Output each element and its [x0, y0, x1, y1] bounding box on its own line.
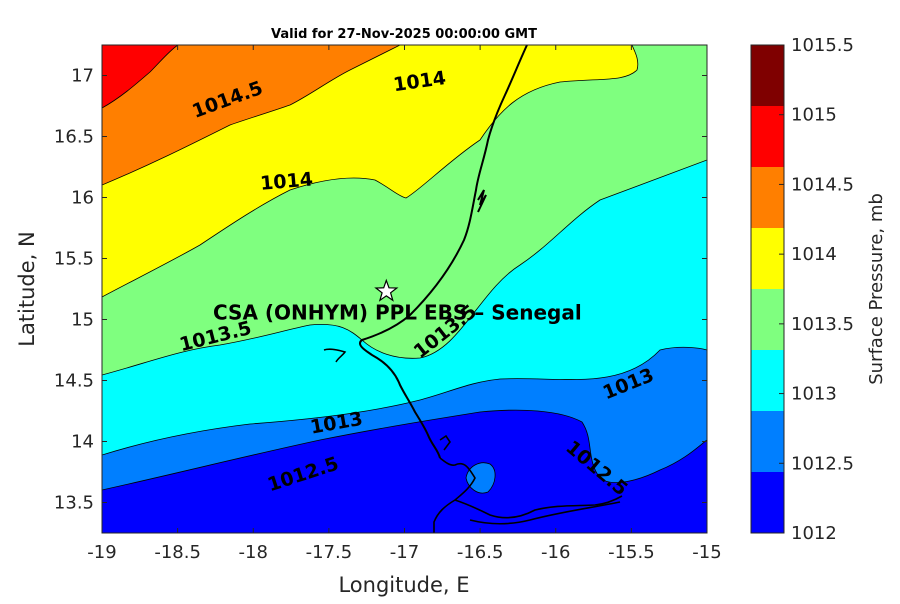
coastline [359, 45, 528, 459]
colorbar-segment [751, 472, 784, 533]
colorbar-label: Surface Pressure, mb [866, 193, 887, 385]
y-tick-label: 15.5 [54, 249, 94, 270]
y-tick-label: 14.5 [54, 371, 94, 392]
site-star-icon [374, 278, 399, 302]
border-north-spur [477, 189, 487, 213]
colorbar-segment [751, 167, 784, 228]
axis-ticks: -19 -18.5 -18 -17.5 -17 -16.5 -16 -15.5 -15 13.5 1… [54, 45, 722, 563]
x-tick-label: -16.5 [457, 542, 504, 563]
colorbar-segment [751, 228, 784, 289]
band-1015 [102, 45, 179, 109]
colorbar-segment [751, 411, 784, 472]
y-tick-label: 16 [71, 188, 94, 209]
y-tick-label: 16.5 [54, 127, 94, 148]
colorbar-segment [751, 350, 784, 411]
x-tick-label: -19 [87, 542, 116, 563]
colorbar: 1012 1012.5 1013 1013.5 1014 1014.5 1015 1015.5 [750, 35, 854, 544]
colorbar-tick-label: 1012 [791, 523, 837, 544]
colorbar-tick-label: 1015 [791, 105, 837, 126]
colorbar-tick-label: 1012.5 [791, 453, 854, 474]
colorbar-frame [750, 44, 785, 534]
x-tick-label: -15 [692, 542, 721, 563]
x-axis-label: Longitude, E [338, 573, 469, 597]
x-tick-label: -17 [390, 542, 419, 563]
contour-label: 1014 [259, 168, 314, 195]
colorbar-tick-label: 1014 [791, 244, 837, 265]
x-tick-label: -18 [239, 542, 268, 563]
colorbar-tick-label: 1013 [791, 384, 837, 405]
band-1012-5-islet [465, 462, 496, 494]
colorbar-tick-label: 1013.5 [791, 314, 854, 335]
y-tick-label: 13.5 [54, 493, 94, 514]
contour-field [102, 45, 707, 533]
x-tick-label: -18.5 [154, 542, 201, 563]
colorbar-segment [751, 106, 784, 167]
site-marker-group: CSA (ONHYM) PPL EBS – Senegal [213, 278, 582, 324]
y-tick-label: 15 [71, 310, 94, 331]
border-gambia [433, 457, 623, 533]
colorbar-segment [751, 289, 784, 350]
border-east-bulge [439, 434, 451, 451]
border-gambia-south [469, 501, 621, 525]
colorbar-tick-label: 1014.5 [791, 174, 854, 195]
coastline-dakar [323, 348, 347, 363]
x-tick-label: -17.5 [306, 542, 353, 563]
colorbar-segment [751, 45, 784, 106]
x-tick-label: -15.5 [608, 542, 655, 563]
site-label: CSA (ONHYM) PPL EBS – Senegal [213, 300, 582, 324]
band-1014-5 [102, 45, 401, 186]
y-axis-label: Latitude, N [15, 231, 39, 347]
y-tick-label: 14 [71, 432, 94, 453]
y-tick-label: 17 [71, 66, 94, 87]
colorbar-tick-label: 1015.5 [791, 35, 854, 56]
x-tick-label: -16 [541, 542, 570, 563]
map-title: Valid for 27-Nov-2025 00:00:00 GMT [271, 27, 537, 42]
